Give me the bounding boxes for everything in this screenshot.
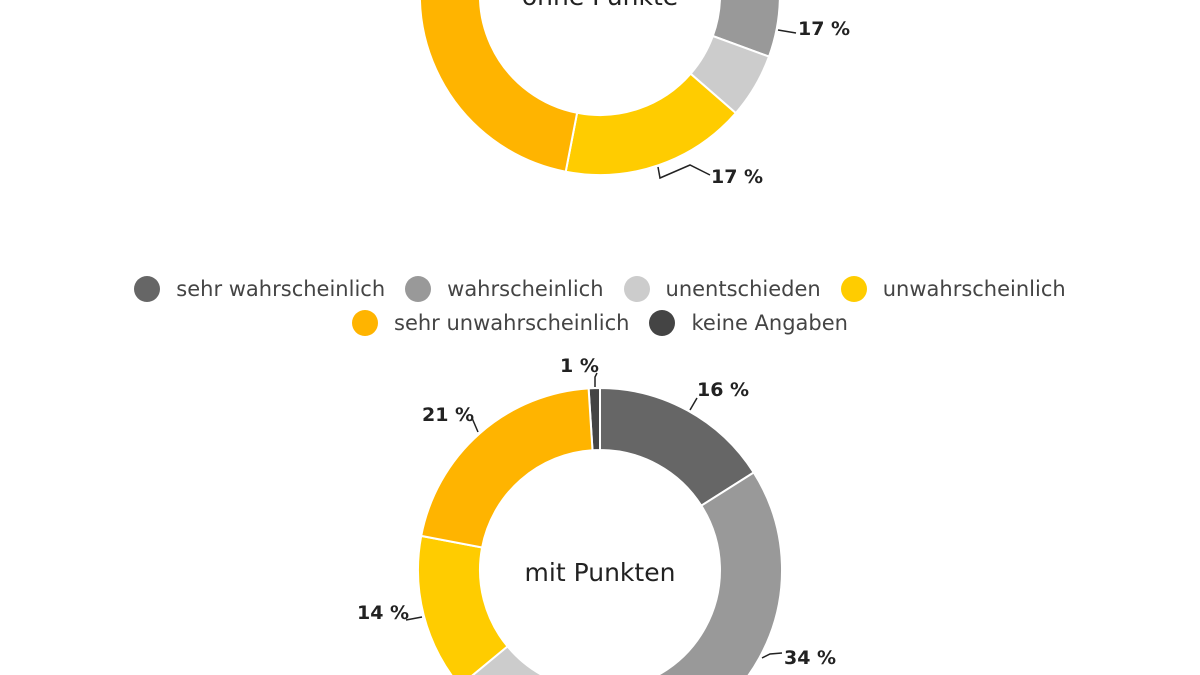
legend-dot-icon bbox=[134, 276, 161, 302]
legend-item-wahrscheinlich: wahrscheinlich bbox=[405, 276, 604, 302]
label-keine-angaben: 1 % bbox=[560, 355, 599, 377]
label-unwahrscheinlich-top: 17 % bbox=[711, 166, 763, 188]
legend-item-unwahrscheinlich: unwahrscheinlich bbox=[840, 276, 1066, 302]
legend-dot-icon bbox=[405, 276, 432, 302]
legend-item-sehr-wahrscheinlich: sehr wahrscheinlich bbox=[134, 276, 385, 302]
slice-sehr-unwahrscheinlich bbox=[418, 0, 579, 173]
legend-item-sehr-unwahrscheinlich: sehr unwahrscheinlich bbox=[352, 310, 629, 336]
legend-label: unwahrscheinlich bbox=[882, 277, 1066, 301]
legend-label: keine Angaben bbox=[691, 311, 848, 335]
label-sehr-wahrscheinlich: 16 % bbox=[697, 379, 749, 401]
legend-row-2: sehr unwahrscheinlich keine Angaben bbox=[0, 310, 1200, 336]
legend-dot-icon bbox=[840, 276, 867, 302]
slice-wahrscheinlich bbox=[711, 0, 781, 58]
label-unwahrscheinlich: 14 % bbox=[357, 602, 409, 624]
donut-ohne-punkte: ohne Punkte 17 % 17 % bbox=[418, 0, 850, 188]
slice-wahrscheinlich bbox=[655, 471, 783, 675]
center-label-top: ohne Punkte bbox=[522, 0, 678, 11]
label-sehr-unwahrscheinlich: 21 % bbox=[422, 404, 474, 426]
legend-item-keine-angaben: keine Angaben bbox=[649, 310, 848, 336]
legend-dot-icon bbox=[623, 276, 650, 302]
legend-dot-icon bbox=[649, 310, 676, 336]
label-wahrscheinlich: 34 % bbox=[784, 647, 836, 669]
legend-label: sehr unwahrscheinlich bbox=[394, 311, 630, 335]
label-unentschieden-top: 17 % bbox=[798, 18, 850, 40]
slice-sehr-unwahrscheinlich bbox=[420, 387, 594, 549]
legend-dot-icon bbox=[352, 310, 378, 336]
legend-label: sehr wahrscheinlich bbox=[176, 277, 386, 301]
slice-unentschieden bbox=[471, 644, 545, 675]
legend-label: wahrscheinlich bbox=[447, 277, 604, 301]
legend-item-unentschieden: unentschieden bbox=[623, 276, 821, 302]
legend-label: unentschieden bbox=[665, 277, 821, 301]
legend-row-1: sehr wahrscheinlich wahrscheinlich unent… bbox=[0, 276, 1200, 302]
donut-mit-punkten: mit Punkten 1 % 16 % 34 % 14 % 21 % bbox=[357, 355, 836, 675]
center-label-bottom: mit Punkten bbox=[525, 558, 676, 587]
slice-unwahrscheinlich bbox=[417, 534, 509, 675]
